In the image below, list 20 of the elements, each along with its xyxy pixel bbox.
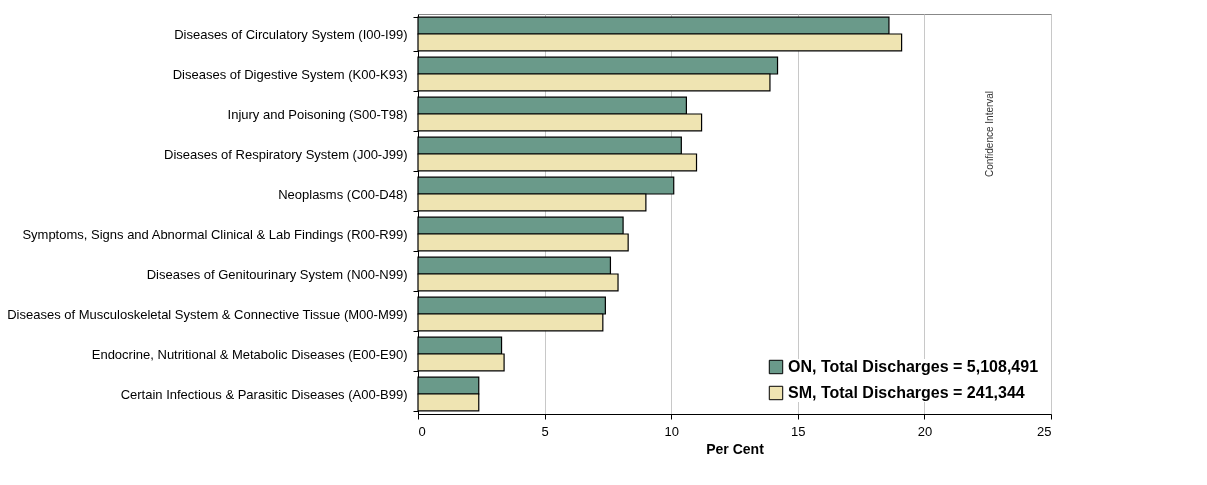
y-tick-label: Injury and Poisoning (S00-T98) <box>227 106 408 122</box>
legend-label: SM, Total Discharges = 241,344 <box>788 384 1025 401</box>
y-tick-label: Symptoms, Signs and Abnormal Clinical & Lab Findings (R00-R99) <box>22 226 408 242</box>
y-tick-label: Endocrine, Nutritional & Metabolic Diseases (E00-E90) <box>91 346 408 362</box>
x-tick-label: 5 <box>541 423 549 439</box>
y-tick-label: Diseases of Circulatory System (I00-I99) <box>174 26 408 42</box>
x-tick-label: 20 <box>917 423 933 439</box>
y-tick-label: Certain Infectious & Parasitic Diseases (A00-B99) <box>120 386 408 402</box>
y-tick-label: Diseases of Digestive System (K00-K93) <box>172 66 408 82</box>
y-tick-label: Diseases of Respiratory System (J00-J99) <box>164 146 408 162</box>
legend-label: ON, Total Discharges = 5,108,491 <box>788 358 1039 375</box>
y-tick-label: Diseases of Musculoskeletal System & Connective Tissue (M00-M99) <box>7 306 408 322</box>
y-tick-label: Diseases of Genitourinary System (N00-N99) <box>146 266 408 282</box>
x-tick-label: 15 <box>791 423 806 439</box>
y-tick-label: Neoplasms (C00-D48) <box>278 186 408 202</box>
x-tick-label: 25 <box>1037 423 1052 439</box>
x-tick-label: 10 <box>664 423 679 439</box>
x-axis-title: Per Cent <box>706 440 765 457</box>
x-tick-label: 0 <box>418 423 426 439</box>
annotation: Confidence Interval <box>984 90 995 178</box>
